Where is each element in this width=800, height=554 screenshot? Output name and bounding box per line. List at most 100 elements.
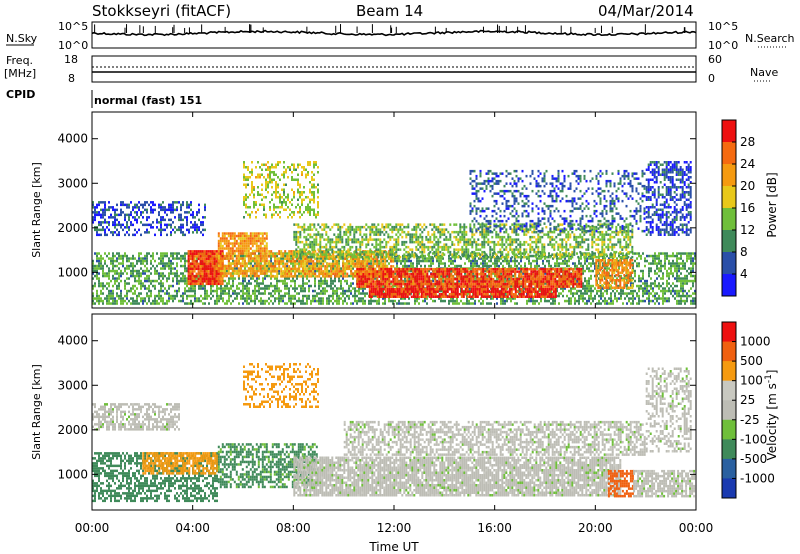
heatmap-cell bbox=[306, 255, 309, 258]
heatmap-cell bbox=[328, 297, 330, 300]
heatmap-cell bbox=[228, 282, 230, 285]
heatmap-cell bbox=[570, 254, 572, 258]
heatmap-cell bbox=[348, 297, 350, 300]
heatmap-cell bbox=[98, 262, 100, 265]
heatmap-cell bbox=[286, 275, 289, 278]
heatmap-cell bbox=[686, 269, 688, 273]
heatmap-cell bbox=[92, 292, 94, 295]
heatmap-cell bbox=[640, 279, 642, 283]
heatmap-cell bbox=[382, 257, 385, 261]
heatmap-cell bbox=[292, 287, 294, 290]
heatmap-cell bbox=[237, 234, 240, 238]
heatmap-cell bbox=[205, 280, 208, 283]
heatmap-cell bbox=[418, 285, 421, 288]
heatmap-cell bbox=[362, 285, 365, 288]
heatmap-cell bbox=[114, 282, 116, 285]
heatmap-cell bbox=[666, 254, 668, 258]
heatmap-cell bbox=[247, 254, 250, 258]
heatmap-cell bbox=[263, 257, 266, 260]
heatmap-cell bbox=[104, 272, 106, 275]
heatmap-cell bbox=[140, 272, 142, 275]
heatmap-cell bbox=[422, 267, 425, 271]
heatmap-cell bbox=[261, 237, 264, 240]
heatmap-cell bbox=[239, 269, 242, 273]
heatmap-cell bbox=[276, 279, 278, 283]
heatmap-cell bbox=[92, 259, 94, 263]
heatmap-cell bbox=[116, 264, 118, 268]
heatmap-cell bbox=[280, 289, 282, 293]
heatmap-cell bbox=[404, 267, 407, 271]
heatmap-cell bbox=[94, 282, 96, 285]
heatmap-cell bbox=[222, 289, 224, 293]
heatmap-cell bbox=[414, 282, 417, 286]
heatmap-cell bbox=[261, 259, 264, 263]
heatmap-cell bbox=[302, 257, 305, 261]
heatmap-cell bbox=[666, 284, 668, 288]
heatmap-cell bbox=[201, 250, 204, 253]
heatmap-cell bbox=[686, 297, 688, 300]
heatmap-cell bbox=[172, 252, 174, 255]
heatmap-cell bbox=[241, 269, 244, 273]
heatmap-cell bbox=[158, 262, 160, 265]
heatmap-cell bbox=[578, 259, 580, 263]
heatmap-cell bbox=[152, 279, 154, 283]
heatmap-cell bbox=[664, 252, 666, 255]
heatmap-cell bbox=[438, 267, 441, 271]
heatmap-cell bbox=[376, 255, 379, 258]
heatmap-cell bbox=[104, 297, 106, 300]
heatmap-cell bbox=[146, 257, 148, 260]
heatmap-cell bbox=[120, 279, 122, 283]
heatmap-cell bbox=[162, 252, 164, 255]
heatmap-cell bbox=[682, 262, 684, 265]
heatmap-cell bbox=[98, 282, 100, 285]
heatmap-cell bbox=[282, 262, 284, 265]
heatmap-cell bbox=[640, 284, 642, 288]
heatmap-cell bbox=[514, 302, 516, 305]
heatmap-cell bbox=[436, 275, 439, 278]
heatmap-cell bbox=[512, 274, 514, 278]
heatmap-cell bbox=[280, 272, 283, 276]
heatmap-cell bbox=[98, 299, 100, 303]
heatmap-cell bbox=[172, 279, 174, 283]
heatmap-cell bbox=[160, 287, 162, 290]
heatmap-cell bbox=[228, 294, 230, 298]
heatmap-cell bbox=[226, 299, 228, 303]
heatmap-cell bbox=[265, 247, 268, 250]
heatmap-cell bbox=[215, 277, 218, 281]
heatmap-cell bbox=[500, 272, 502, 275]
heatmap-cell bbox=[360, 270, 363, 273]
heatmap-cell bbox=[586, 257, 588, 260]
heatmap-cell bbox=[344, 255, 347, 258]
heatmap-cell bbox=[350, 282, 352, 285]
heatmap-cell bbox=[194, 294, 196, 298]
heatmap-cell bbox=[590, 277, 592, 280]
heatmap-cell bbox=[92, 302, 94, 305]
heatmap-cell bbox=[340, 282, 342, 285]
heatmap-cell bbox=[104, 252, 106, 255]
heatmap-cell bbox=[386, 280, 389, 283]
heatmap-cell bbox=[314, 272, 317, 276]
heatmap-cell bbox=[233, 269, 236, 273]
heatmap-cell bbox=[199, 260, 202, 263]
heatmap-cell bbox=[688, 267, 690, 270]
heatmap-cell bbox=[318, 257, 320, 260]
heatmap-cell bbox=[376, 280, 379, 283]
heatmap-cell bbox=[394, 284, 396, 288]
heatmap-cell bbox=[108, 282, 110, 285]
heatmap-cell bbox=[219, 274, 222, 278]
heatmap-cell bbox=[548, 259, 550, 263]
heatmap-cell bbox=[242, 294, 244, 298]
heatmap-cell bbox=[396, 285, 399, 288]
heatmap-cell bbox=[209, 270, 212, 273]
heatmap-cell bbox=[308, 279, 310, 283]
heatmap-cell bbox=[600, 284, 602, 288]
heatmap-cell bbox=[130, 274, 132, 278]
heatmap-cell bbox=[558, 292, 560, 295]
heatmap-cell bbox=[199, 250, 202, 253]
heatmap-cell bbox=[652, 282, 654, 285]
heatmap-cell bbox=[356, 257, 359, 261]
heatmap-cell bbox=[410, 272, 413, 276]
heatmap-cell bbox=[330, 284, 332, 288]
heatmap-cell bbox=[184, 289, 186, 293]
heatmap-cell bbox=[452, 267, 455, 271]
